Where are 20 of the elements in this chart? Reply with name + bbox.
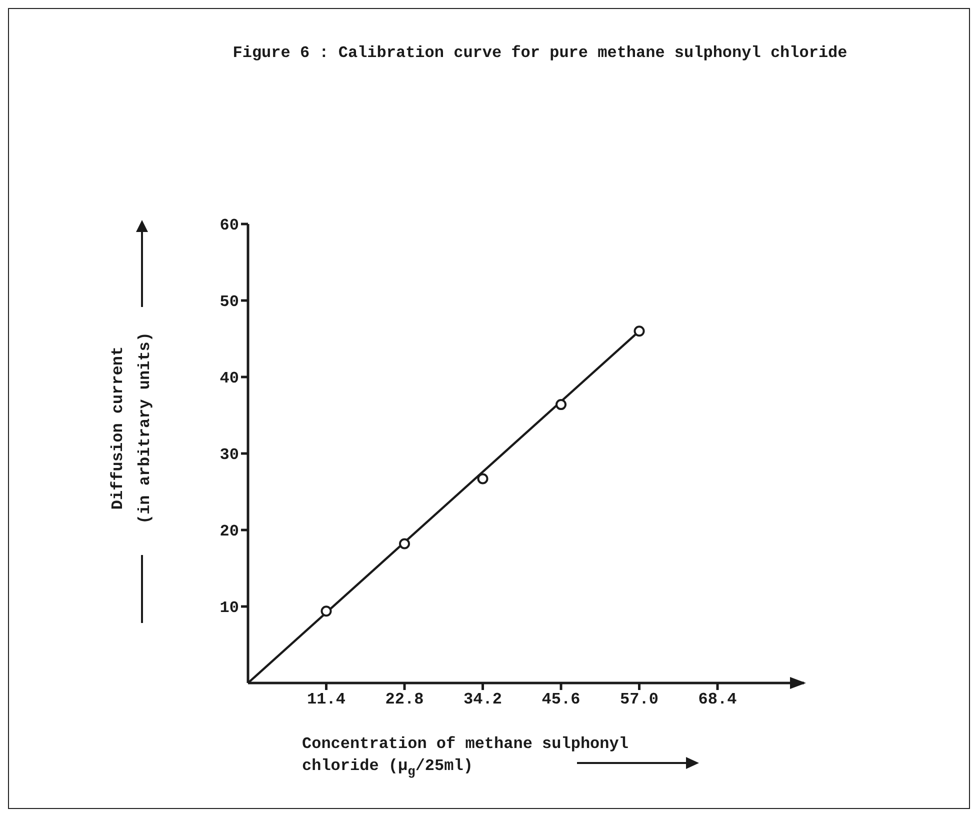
x-tick-label: 57.0 [620,690,658,708]
point [320,606,332,617]
point [398,538,410,550]
y-tick-label: 20 [220,522,239,541]
y-tick-label: 60 [220,216,239,235]
point [555,399,567,410]
chart-title: Figure 6 : Calibration curve for pure methane sulphonyl chloride [232,44,848,62]
y-tick-label: 50 [220,293,239,312]
x-tick-label: 11.4 [307,690,346,708]
x-tick-label: 68.4 [698,690,738,708]
x-tick-label: 45.6 [542,690,580,708]
y-axis-title: Diffusion current (in arbitrary units) [109,332,154,524]
y-tick-label: 40 [220,370,239,388]
x-tick-label: 22.8 [385,690,424,708]
point [634,326,645,337]
y-tick-label: 10 [220,599,239,618]
y-tick-label: 30 [220,446,239,464]
x-axis-title: Concentration of methane sulphonyl chloride (μ$_{g}$/25ml) [302,735,628,779]
x-tick-label: 34.2 [464,690,502,708]
point [477,473,488,484]
